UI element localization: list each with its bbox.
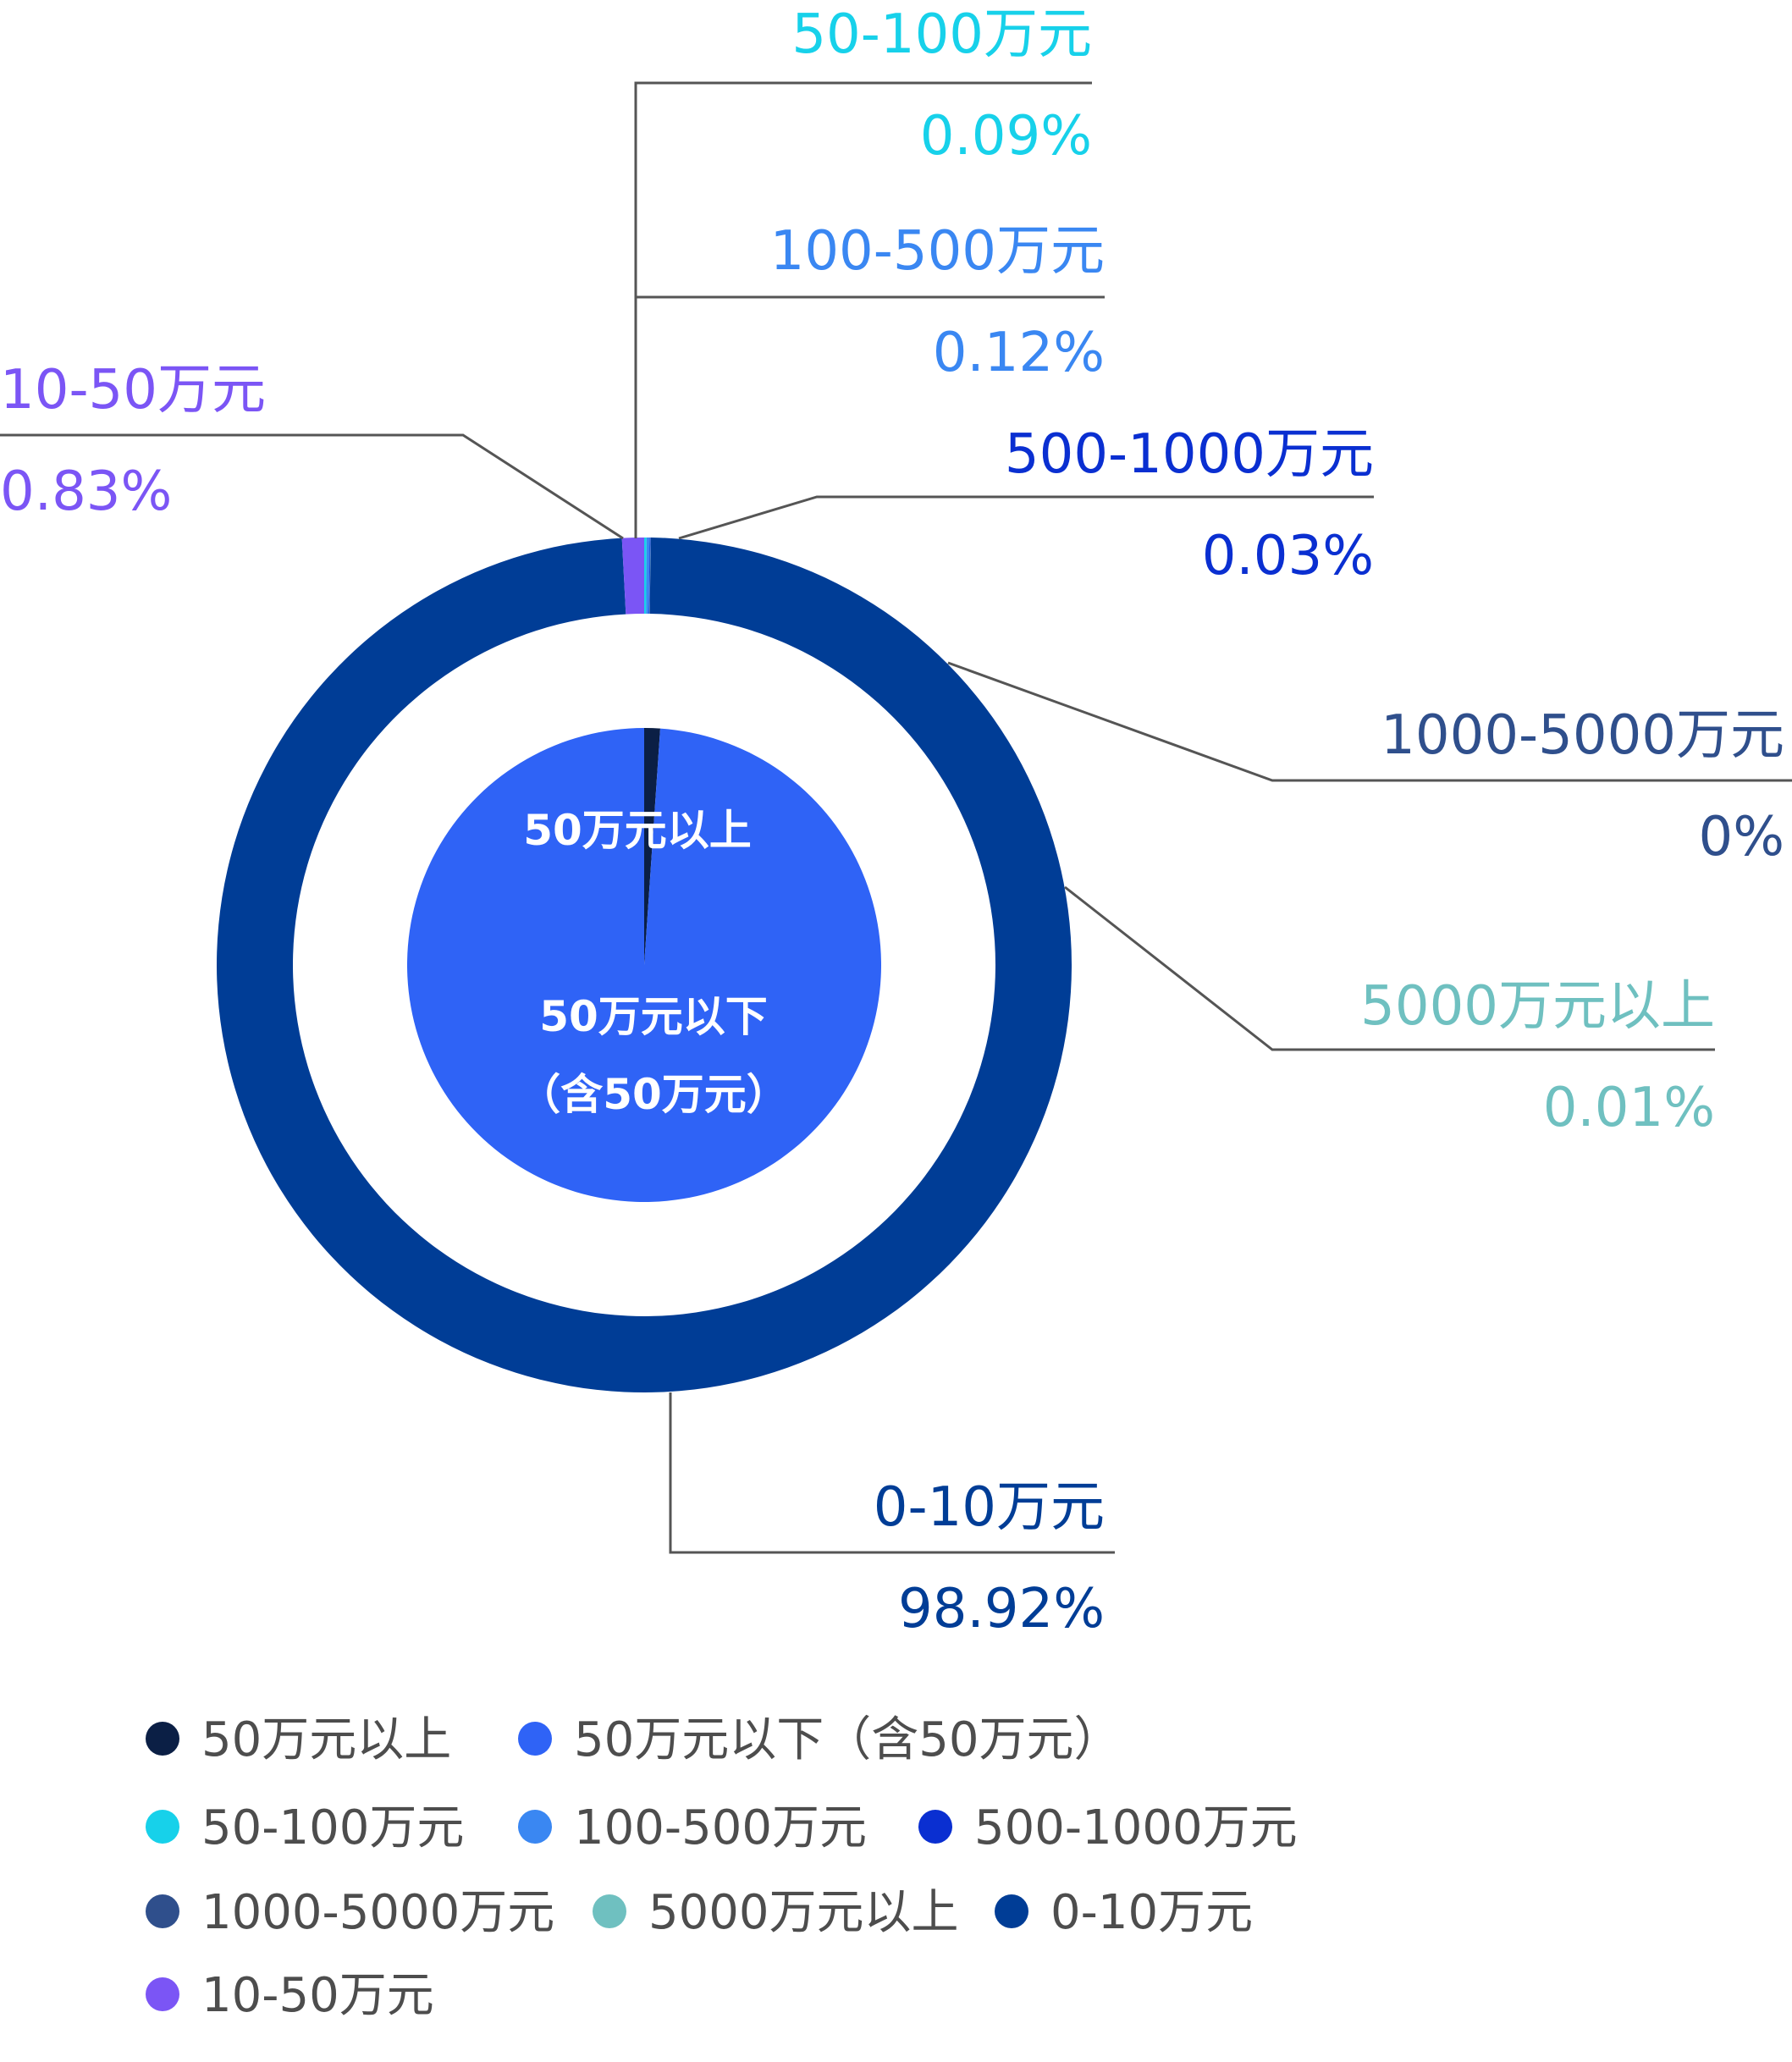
legend-marker-6 — [593, 1894, 626, 1928]
callout-value-4: 0.01% — [1543, 1077, 1715, 1139]
callout-line-3 — [947, 661, 1792, 782]
callout-label-5: 0-10万元 — [874, 1476, 1105, 1539]
legend-label-8: 10-50万元 — [201, 1968, 434, 2023]
legend-marker-2 — [146, 1810, 179, 1844]
outer-ring — [217, 538, 1072, 1392]
legend: 50万元以上 50万元以下（含50万元） 50-100万元 100-500万元 500-… — [146, 1712, 1298, 2023]
callout-value-6: 0.83% — [0, 460, 172, 523]
callout-line-6 — [0, 433, 624, 540]
inner-pie-slice-1 — [407, 728, 882, 1202]
inner-pie-slice-0 — [644, 728, 660, 965]
legend-label-0: 50万元以上 — [201, 1712, 451, 1767]
legend-marker-4 — [918, 1810, 952, 1844]
outer-ring-slice-1 — [646, 538, 650, 615]
callout-label-1: 100-500万元 — [770, 220, 1105, 283]
legend-marker-0 — [146, 1722, 179, 1756]
callout-line-4 — [1064, 885, 1715, 1051]
legend-label-5: 1000-5000万元 — [201, 1885, 554, 1940]
callout-label-6: 10-50万元 — [0, 359, 266, 422]
inner-label-above: 50万元以上 — [523, 806, 752, 855]
inner-pie — [407, 728, 882, 1202]
legend-label-3: 100-500万元 — [574, 1800, 867, 1855]
callout-label-4: 5000万元以上 — [1360, 975, 1715, 1038]
callout-value-0: 0.09% — [920, 105, 1092, 168]
legend-label-2: 50-100万元 — [201, 1800, 464, 1855]
inner-label-below-line1: 50万元以下 — [539, 992, 768, 1041]
legend-marker-8 — [146, 1977, 179, 2011]
outer-ring-slice-0 — [644, 538, 647, 615]
callout-line-5 — [669, 1392, 1115, 1554]
inner-label-below-line2: （含50万元） — [518, 1070, 789, 1119]
legend-label-6: 5000万元以上 — [648, 1885, 959, 1940]
inner-pie-labels: 50万元以上 50万元以下 （含50万元） — [518, 806, 789, 1119]
outer-ring-slice-6 — [621, 538, 644, 615]
callout-label-2: 500-1000万元 — [1005, 423, 1374, 486]
legend-label-7: 0-10万元 — [1050, 1885, 1253, 1940]
callout-line-0 — [634, 81, 1092, 538]
outer-ring-slice-4 — [649, 538, 651, 615]
callout-value-1: 0.12% — [933, 322, 1105, 384]
callout-value-3: 0% — [1698, 806, 1784, 868]
legend-marker-7 — [995, 1894, 1028, 1928]
callout-label-0: 50-100万元 — [791, 3, 1092, 66]
callout-value-2: 0.03% — [1202, 525, 1374, 587]
legend-marker-1 — [518, 1722, 552, 1756]
callout-label-3: 1000-5000万元 — [1381, 704, 1784, 767]
callout-value-5: 98.92% — [898, 1578, 1105, 1640]
legend-label-1: 50万元以下（含50万元） — [574, 1712, 1122, 1767]
legend-label-4: 500-1000万元 — [974, 1800, 1298, 1855]
legend-marker-5 — [146, 1894, 179, 1928]
outer-ring-slice-2 — [648, 538, 651, 615]
callout-line-2 — [678, 495, 1374, 540]
legend-marker-3 — [518, 1810, 552, 1844]
callouts: 50-100万元 0.09% 100-500万元 0.12% 500-1000万元 0.0… — [0, 3, 1792, 1640]
